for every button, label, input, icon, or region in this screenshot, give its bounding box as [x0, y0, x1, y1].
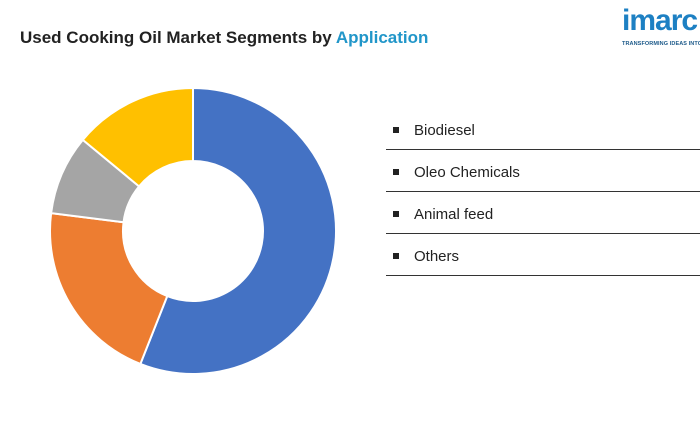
title-accent: Application: [335, 28, 429, 47]
slice-others: [81, 86, 194, 188]
legend-bullet: [393, 127, 399, 133]
legend: Biodiesel Oleo Chemicals Animal feed Oth…: [386, 108, 700, 276]
legend-label: Animal feed: [414, 206, 494, 223]
chart-title: Used Cooking Oil Market Segments by Appl…: [20, 28, 428, 48]
legend-item-oleo-chemicals: Oleo Chemicals: [386, 150, 700, 192]
legend-item-animal-feed: Animal feed: [386, 192, 700, 234]
legend-item-others: Others: [386, 234, 700, 276]
legend-label: Others: [414, 248, 460, 265]
slice-oleo-chemicals: [49, 211, 169, 366]
logo-word: imarc: [622, 6, 698, 37]
legend-label: Oleo Chemicals: [414, 164, 520, 181]
legend-item-biodiesel: Biodiesel: [386, 108, 700, 150]
legend-bullet: [393, 253, 399, 259]
title-main: Used Cooking Oil Market Segments by: [20, 28, 332, 47]
imarc-logo: imarc TRANSFORMING IDEAS INTO IMPACT: [622, 6, 700, 52]
legend-bullet: [393, 211, 399, 217]
slice-biodiesel: [139, 86, 337, 375]
legend-label: Biodiesel: [414, 122, 475, 139]
legend-bullet: [393, 169, 399, 175]
logo-tagline: TRANSFORMING IDEAS INTO IMPACT: [622, 41, 700, 47]
